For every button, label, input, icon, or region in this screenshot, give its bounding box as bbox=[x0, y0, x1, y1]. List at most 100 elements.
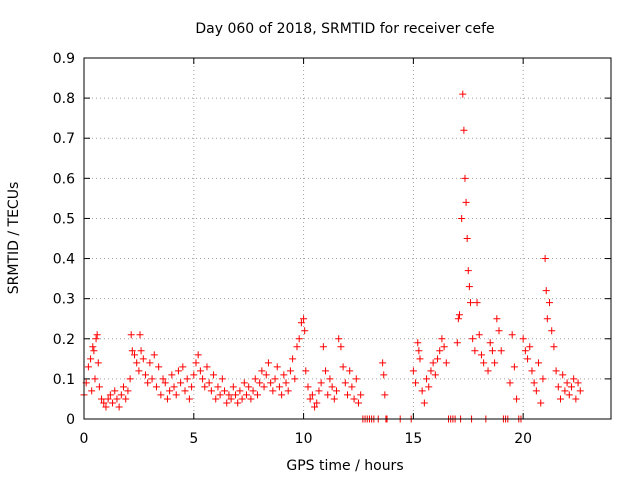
data-point bbox=[166, 387, 174, 395]
data-point bbox=[326, 375, 334, 383]
data-point bbox=[346, 367, 354, 375]
data-point bbox=[339, 363, 347, 371]
data-point bbox=[436, 347, 444, 355]
data-point bbox=[354, 399, 362, 407]
data-point bbox=[532, 387, 540, 395]
y-tick-label: 0 bbox=[66, 412, 75, 428]
data-point bbox=[530, 379, 538, 387]
data-point bbox=[415, 347, 423, 355]
data-point bbox=[170, 383, 178, 391]
data-point bbox=[438, 335, 446, 343]
data-point bbox=[462, 198, 470, 206]
data-point bbox=[330, 395, 338, 403]
data-point bbox=[550, 343, 558, 351]
data-point bbox=[429, 359, 437, 367]
data-point bbox=[172, 391, 180, 399]
data-point bbox=[352, 375, 360, 383]
data-point bbox=[308, 391, 316, 399]
data-point bbox=[247, 395, 255, 403]
data-point bbox=[181, 387, 189, 395]
data-point bbox=[539, 375, 547, 383]
y-tick-label: 0.2 bbox=[53, 332, 75, 348]
data-point bbox=[302, 367, 310, 375]
data-point bbox=[135, 367, 143, 375]
y-axis-label: SRMTID / TECUs bbox=[6, 182, 22, 295]
data-point bbox=[115, 403, 123, 411]
data-point bbox=[414, 339, 422, 347]
data-point bbox=[317, 379, 325, 387]
data-point bbox=[293, 343, 301, 351]
data-point bbox=[552, 367, 560, 375]
data-point bbox=[282, 379, 290, 387]
data-point bbox=[190, 371, 198, 379]
data-point bbox=[168, 371, 176, 379]
data-point bbox=[128, 347, 136, 355]
data-point bbox=[495, 327, 503, 335]
data-point bbox=[159, 375, 167, 383]
data-point bbox=[319, 343, 327, 351]
data-point bbox=[161, 379, 169, 387]
data-point bbox=[350, 395, 358, 403]
data-point bbox=[471, 347, 479, 355]
data-point bbox=[537, 399, 545, 407]
data-point bbox=[88, 387, 96, 395]
data-point bbox=[144, 379, 152, 387]
data-point bbox=[152, 383, 160, 391]
data-point bbox=[117, 391, 125, 399]
x-tick-label: 20 bbox=[514, 431, 532, 447]
data-point bbox=[328, 383, 336, 391]
y-tick-label: 0.5 bbox=[53, 211, 75, 227]
data-point bbox=[425, 383, 433, 391]
data-point bbox=[567, 383, 575, 391]
data-point bbox=[137, 347, 145, 355]
data-point bbox=[291, 375, 299, 383]
data-point bbox=[267, 379, 275, 387]
data-point bbox=[454, 315, 462, 323]
data-point bbox=[234, 399, 242, 407]
data-point bbox=[126, 375, 134, 383]
data-point bbox=[148, 375, 156, 383]
data-point bbox=[506, 379, 514, 387]
data-point bbox=[264, 359, 272, 367]
y-tick-label: 0.9 bbox=[53, 51, 75, 67]
data-point bbox=[427, 367, 435, 375]
data-point bbox=[113, 395, 121, 403]
data-point bbox=[315, 387, 323, 395]
data-point bbox=[335, 335, 343, 343]
data-point bbox=[475, 331, 483, 339]
y-tick-label: 0.3 bbox=[53, 292, 75, 308]
data-point bbox=[94, 359, 102, 367]
data-point bbox=[484, 367, 492, 375]
data-point bbox=[258, 367, 266, 375]
y-tick-label: 0.8 bbox=[53, 91, 75, 107]
data-point bbox=[480, 359, 488, 367]
data-point bbox=[440, 343, 448, 351]
data-point bbox=[146, 359, 154, 367]
data-point bbox=[127, 331, 135, 339]
data-point bbox=[541, 255, 549, 263]
data-point bbox=[194, 351, 202, 359]
data-point bbox=[271, 375, 279, 383]
data-point bbox=[491, 359, 499, 367]
data-point bbox=[133, 359, 141, 367]
data-point bbox=[348, 383, 356, 391]
data-point bbox=[337, 343, 345, 351]
data-point bbox=[333, 387, 341, 395]
data-point bbox=[542, 287, 550, 295]
ticks: 0 0.1 0.2 0.3 0.4 0.5 0.6 0.7 0.8 0.9 0 5 10 15 20 bbox=[53, 51, 611, 447]
data-point bbox=[199, 375, 207, 383]
data-point bbox=[245, 383, 253, 391]
x-tick-label: 5 bbox=[189, 431, 198, 447]
data-point bbox=[262, 371, 270, 379]
data-point bbox=[311, 403, 319, 411]
data-point bbox=[150, 351, 158, 359]
data-point bbox=[87, 355, 95, 363]
data-point bbox=[203, 363, 211, 371]
data-point bbox=[111, 387, 119, 395]
data-point bbox=[90, 347, 98, 355]
data-point bbox=[232, 391, 240, 399]
data-point bbox=[98, 395, 106, 403]
data-point bbox=[463, 235, 471, 242]
data-point bbox=[513, 395, 521, 403]
data-point bbox=[223, 399, 231, 407]
